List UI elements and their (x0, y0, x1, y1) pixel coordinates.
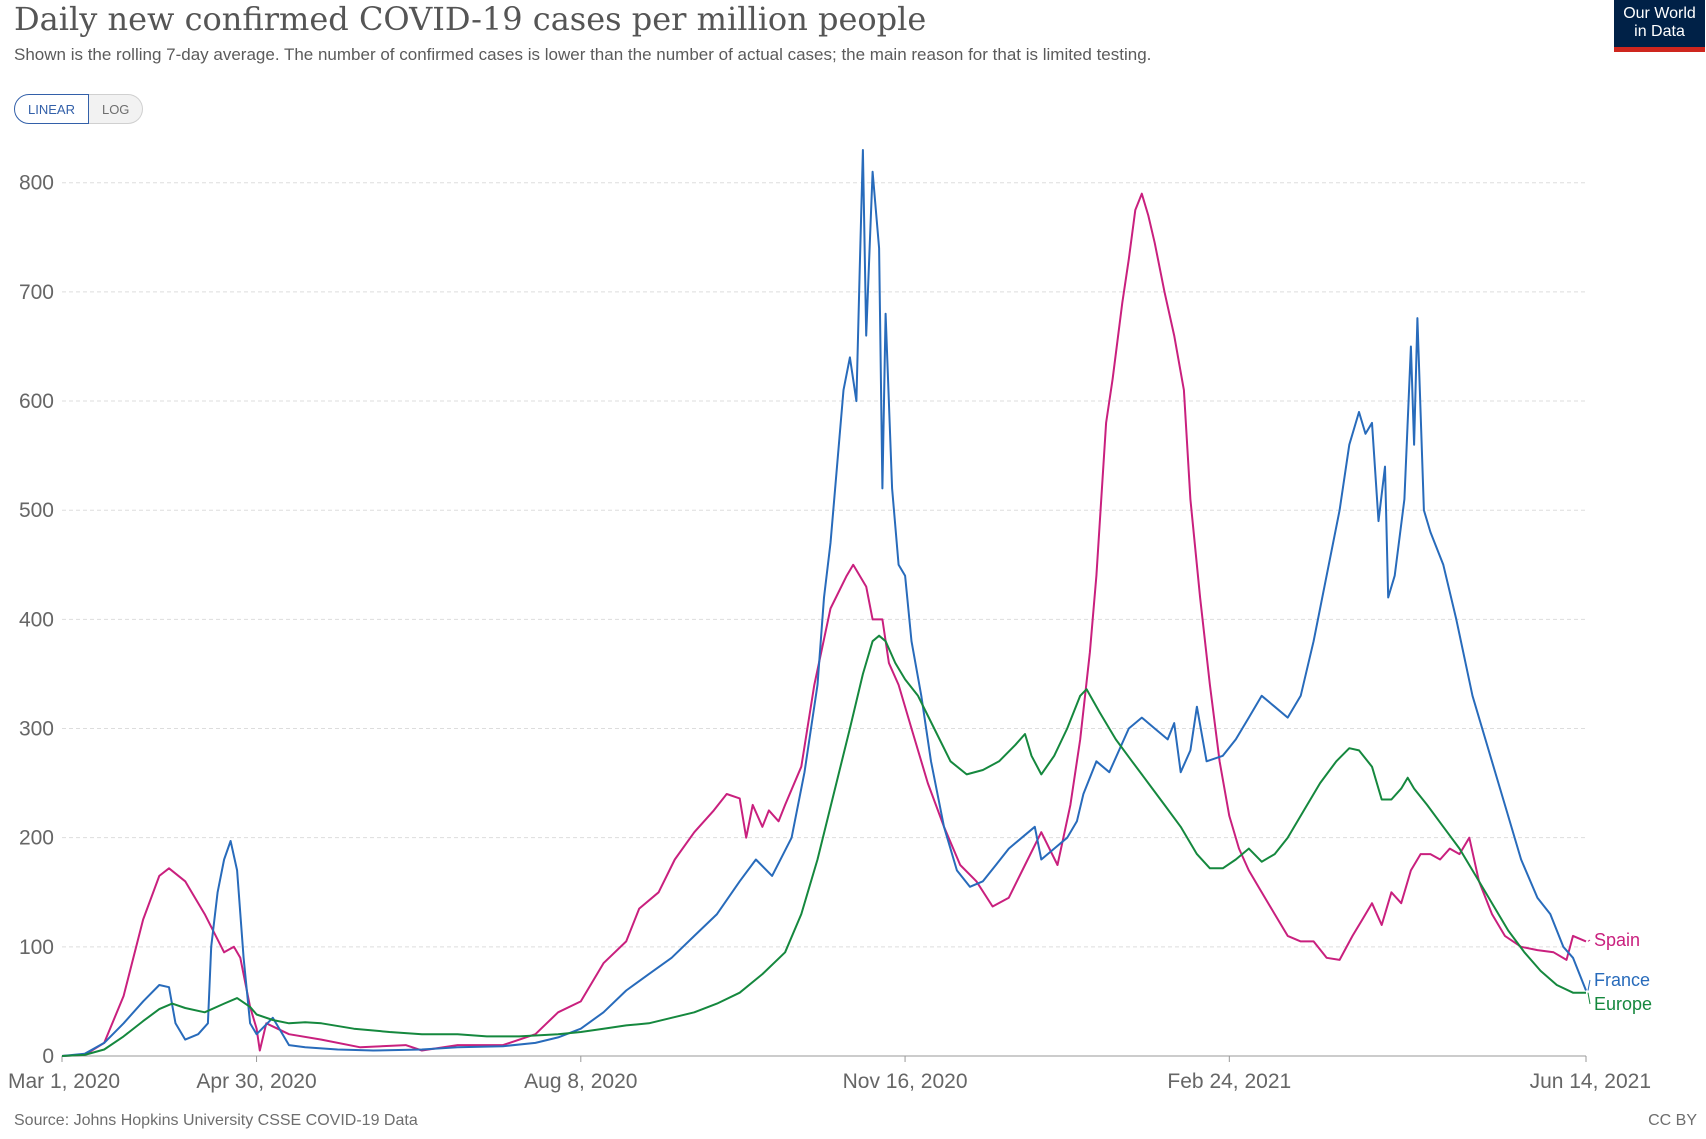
y-tick-label: 500 (19, 499, 54, 522)
legend-connector-spain (1587, 939, 1591, 942)
x-tick-label: Apr 30, 2020 (196, 1070, 316, 1093)
legend-label-france[interactable]: France (1594, 970, 1650, 990)
x-axis: Mar 1, 2020 Apr 30, 2020 Aug 8, 2020 Nov 16… (8, 1055, 1651, 1093)
legend-label-spain[interactable]: Spain (1594, 930, 1640, 950)
x-tick-label: Aug 8, 2020 (524, 1070, 637, 1093)
linear-scale-button[interactable]: LINEAR (14, 94, 89, 124)
chart-title: Daily new confirmed COVID-19 cases per m… (14, 0, 927, 38)
series-line-france[interactable] (61, 149, 1587, 1057)
y-tick-label: 800 (19, 172, 54, 195)
chart-subtitle: Shown is the rolling 7-day average. The … (14, 45, 1152, 64)
scale-toggle: LINEAR LOG (14, 94, 144, 124)
source-note[interactable]: Source: Johns Hopkins University CSSE CO… (14, 1112, 418, 1129)
license-link[interactable]: CC BY (1648, 1112, 1697, 1129)
y-tick-label: 400 (19, 608, 54, 631)
x-tick-label: Jun 14, 2021 (1530, 1070, 1651, 1093)
y-tick-label: 700 (19, 281, 54, 304)
legend-connector-europe (1587, 992, 1591, 1005)
x-tick-label: Nov 16, 2020 (843, 1070, 968, 1093)
y-tick-label: 200 (19, 827, 54, 850)
log-scale-button[interactable]: LOG (88, 94, 144, 124)
y-tick-label: 0 (42, 1045, 54, 1068)
y-tick-label: 100 (19, 936, 54, 959)
y-axis: 0 100 200 300 400 500 600 700 800 (19, 172, 54, 1068)
gridlines (62, 182, 1586, 948)
legend: Spain France Europe (1587, 930, 1652, 1014)
legend-connector-france (1587, 979, 1591, 991)
series-line-europe[interactable] (61, 634, 1586, 1057)
logo-line-1: Our World (1623, 5, 1696, 22)
series-line-spain[interactable] (61, 192, 1587, 1057)
logo-line-2: in Data (1634, 23, 1685, 40)
y-tick-label: 600 (19, 390, 54, 413)
x-tick-label: Feb 24, 2021 (1167, 1070, 1291, 1093)
legend-label-europe[interactable]: Europe (1594, 994, 1652, 1014)
y-tick-label: 300 (19, 718, 54, 741)
x-tick-label: Mar 1, 2020 (8, 1070, 120, 1093)
owid-logo[interactable]: Our World in Data (1614, 0, 1705, 52)
series-lines (61, 149, 1587, 1057)
